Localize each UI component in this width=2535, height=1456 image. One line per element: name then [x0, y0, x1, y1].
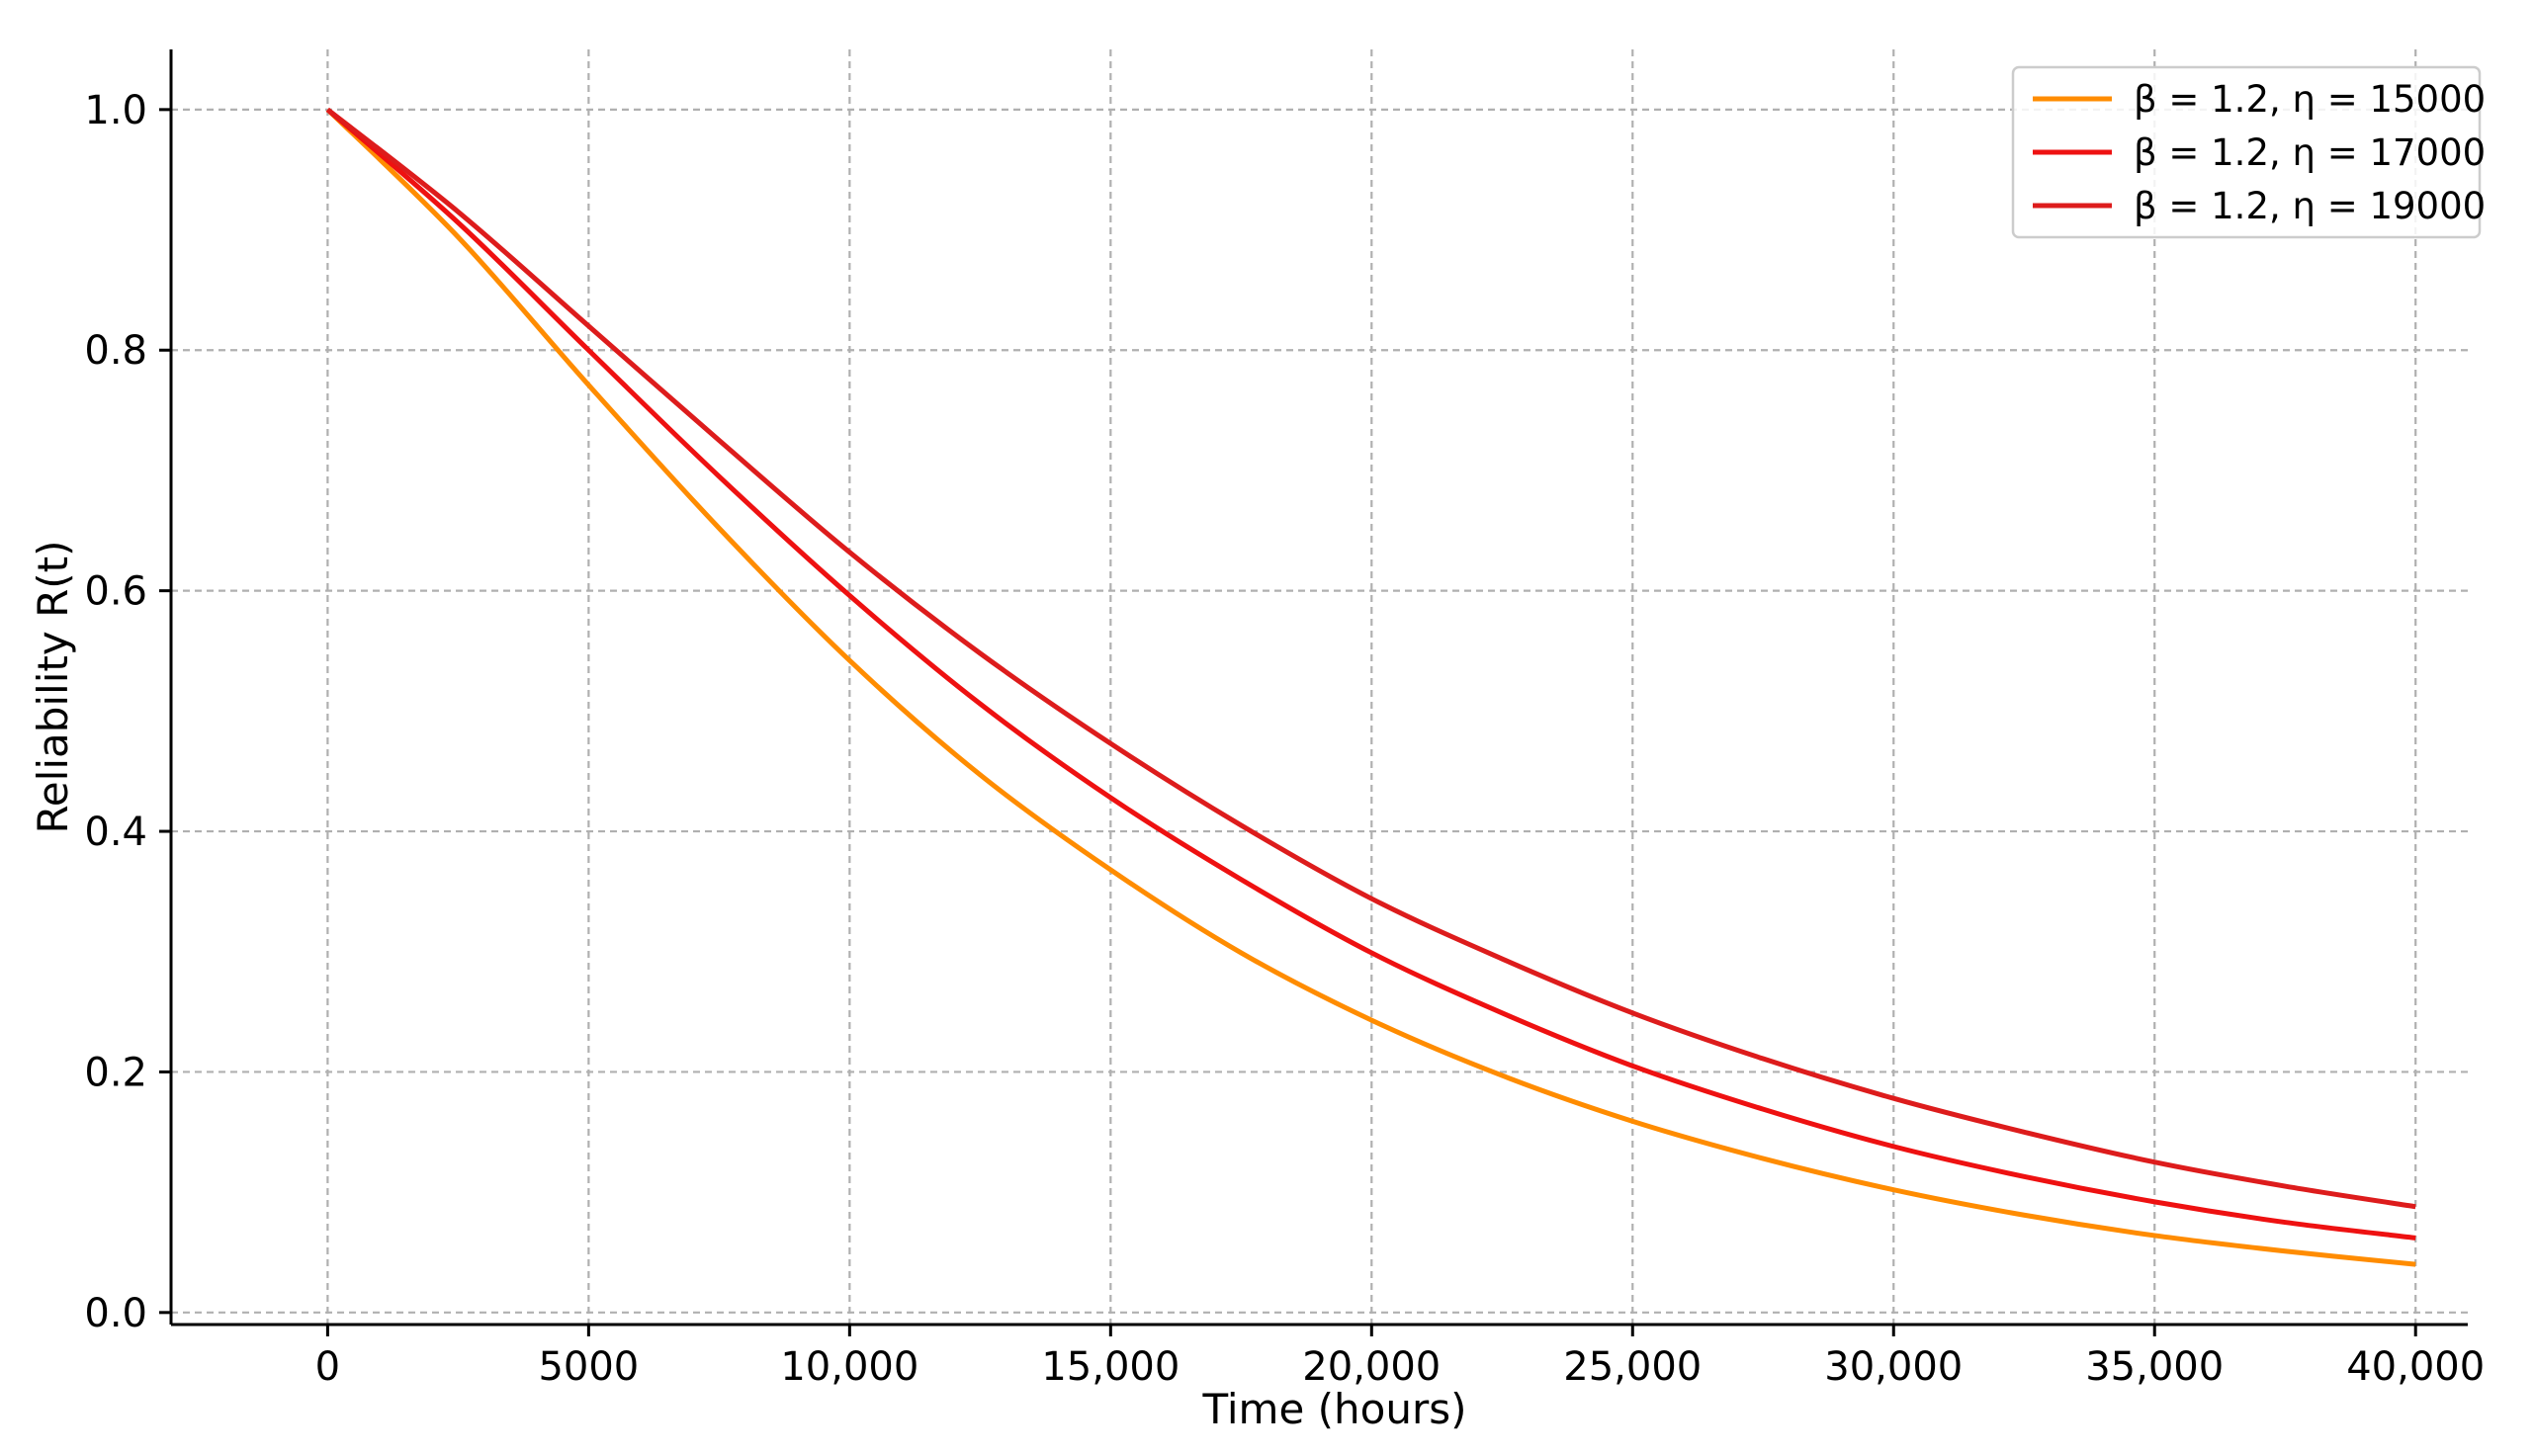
y-tick-label: 1.0 — [84, 88, 147, 133]
x-tick-label: 5000 — [538, 1344, 639, 1390]
y-tick-label: 0.6 — [84, 569, 147, 615]
x-tick-label: 0 — [315, 1344, 340, 1390]
y-axis-label: Reliability R(t) — [29, 541, 77, 834]
legend: β = 1.2, η = 15000 β = 1.2, η = 17000 β = … — [2011, 65, 2486, 239]
y-ticks: 0.0 0.2 0.4 0.6 0.8 1.0 — [84, 88, 171, 1336]
axes — [169, 49, 2468, 1327]
series-line-2 — [325, 107, 2416, 1241]
x-tick-label: 35,000 — [2085, 1344, 2224, 1390]
series-line-1 — [325, 108, 2416, 1267]
legend-label-1: β = 1.2, η = 15000 — [2134, 78, 2486, 121]
series-lines — [325, 107, 2416, 1267]
x-tick-label: 30,000 — [1824, 1344, 1963, 1390]
series-line-3 — [325, 107, 2416, 1210]
y-tick-label: 0.4 — [84, 810, 147, 855]
y-tick-label: 0.0 — [84, 1291, 147, 1336]
y-tick-label: 0.2 — [84, 1050, 147, 1095]
grid — [171, 49, 2468, 1325]
legend-label-3: β = 1.2, η = 19000 — [2134, 185, 2486, 227]
x-tick-label: 10,000 — [780, 1344, 918, 1390]
y-tick-label: 0.8 — [84, 328, 147, 374]
x-ticks: 0 5000 10,000 15,000 20,000 25,000 30,000 35,00… — [315, 1325, 2485, 1390]
x-tick-label: 25,000 — [1563, 1344, 1702, 1390]
x-tick-label: 40,000 — [2346, 1344, 2485, 1390]
legend-label-2: β = 1.2, η = 17000 — [2134, 131, 2486, 174]
x-tick-label: 20,000 — [1302, 1344, 1441, 1390]
legend-box — [2011, 65, 2482, 239]
x-tick-label: 15,000 — [1041, 1344, 1180, 1390]
x-axis-label: Time (hours) — [1202, 1385, 1467, 1433]
